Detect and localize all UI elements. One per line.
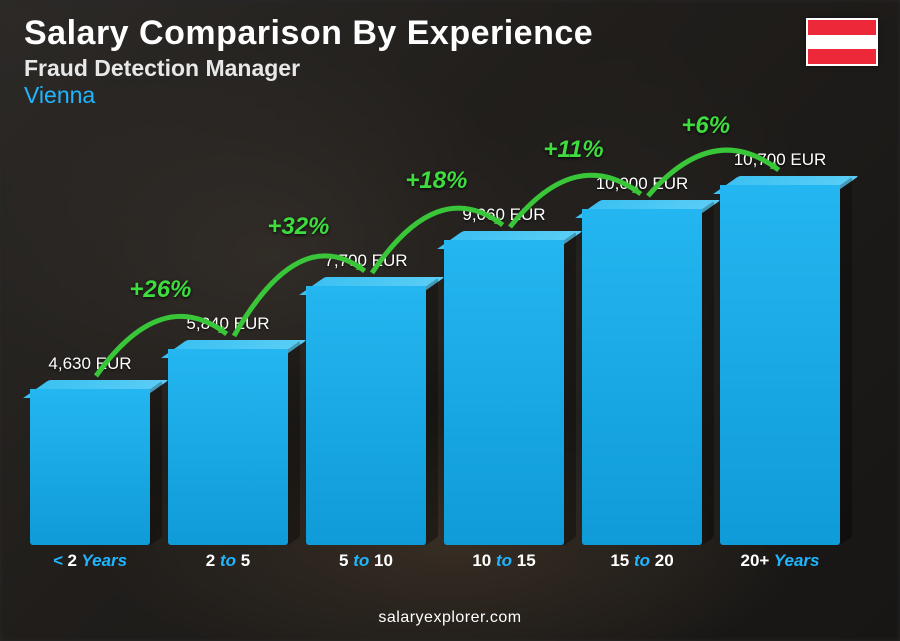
bar-value-label: 7,700 EUR <box>324 251 407 271</box>
page-title: Salary Comparison By Experience <box>24 14 593 53</box>
bar-front-face <box>306 286 426 545</box>
bar-column: 10,000 EUR <box>582 174 702 545</box>
bar-front-face <box>720 185 840 545</box>
footer-credit: salaryexplorer.com <box>0 609 900 627</box>
category-label: 20+ Years <box>720 551 840 571</box>
bar-value-label: 5,840 EUR <box>186 314 269 334</box>
bar-front-face <box>168 349 288 545</box>
bar-chart: 4,630 EUR 5,840 EUR 7,700 EUR 9,060 EUR 10,0… <box>30 130 840 571</box>
title-block: Salary Comparison By Experience Fraud De… <box>24 14 593 109</box>
bar <box>168 340 288 545</box>
category-label: 2 to 5 <box>168 551 288 571</box>
flag-stripe <box>808 35 876 50</box>
bar-value-label: 9,060 EUR <box>462 205 545 225</box>
bar-front-face <box>582 209 702 545</box>
category-label: 5 to 10 <box>306 551 426 571</box>
bar-column: 4,630 EUR <box>30 354 150 545</box>
bar-value-label: 10,700 EUR <box>734 150 827 170</box>
category-label: 10 to 15 <box>444 551 564 571</box>
category-label: 15 to 20 <box>582 551 702 571</box>
bar <box>720 176 840 545</box>
flag-austria <box>806 18 878 66</box>
categories-container: < 2 Years 2 to 5 5 to 10 10 to 15 15 to 20 20… <box>30 551 840 571</box>
bar-column: 5,840 EUR <box>168 314 288 545</box>
stage: Salary Comparison By Experience Fraud De… <box>0 0 900 641</box>
delta-label: +26% <box>129 276 191 304</box>
page-subtitle: Fraud Detection Manager <box>24 55 593 82</box>
bar-column: 9,060 EUR <box>444 205 564 545</box>
bar-front-face <box>30 389 150 545</box>
bar <box>306 277 426 545</box>
delta-label: +18% <box>405 167 467 195</box>
category-label: < 2 Years <box>30 551 150 571</box>
bar <box>582 200 702 545</box>
bar <box>444 231 564 545</box>
flag-stripe <box>808 20 876 35</box>
bar-value-label: 4,630 EUR <box>48 354 131 374</box>
bar-column: 10,700 EUR <box>720 150 840 545</box>
bar-column: 7,700 EUR <box>306 251 426 545</box>
bar-value-label: 10,000 EUR <box>596 174 689 194</box>
delta-label: +32% <box>267 213 329 241</box>
page-location: Vienna <box>24 82 593 109</box>
flag-stripe <box>808 49 876 64</box>
bar <box>30 380 150 545</box>
delta-label: +6% <box>681 112 730 140</box>
delta-label: +11% <box>543 136 603 164</box>
bar-front-face <box>444 240 564 545</box>
